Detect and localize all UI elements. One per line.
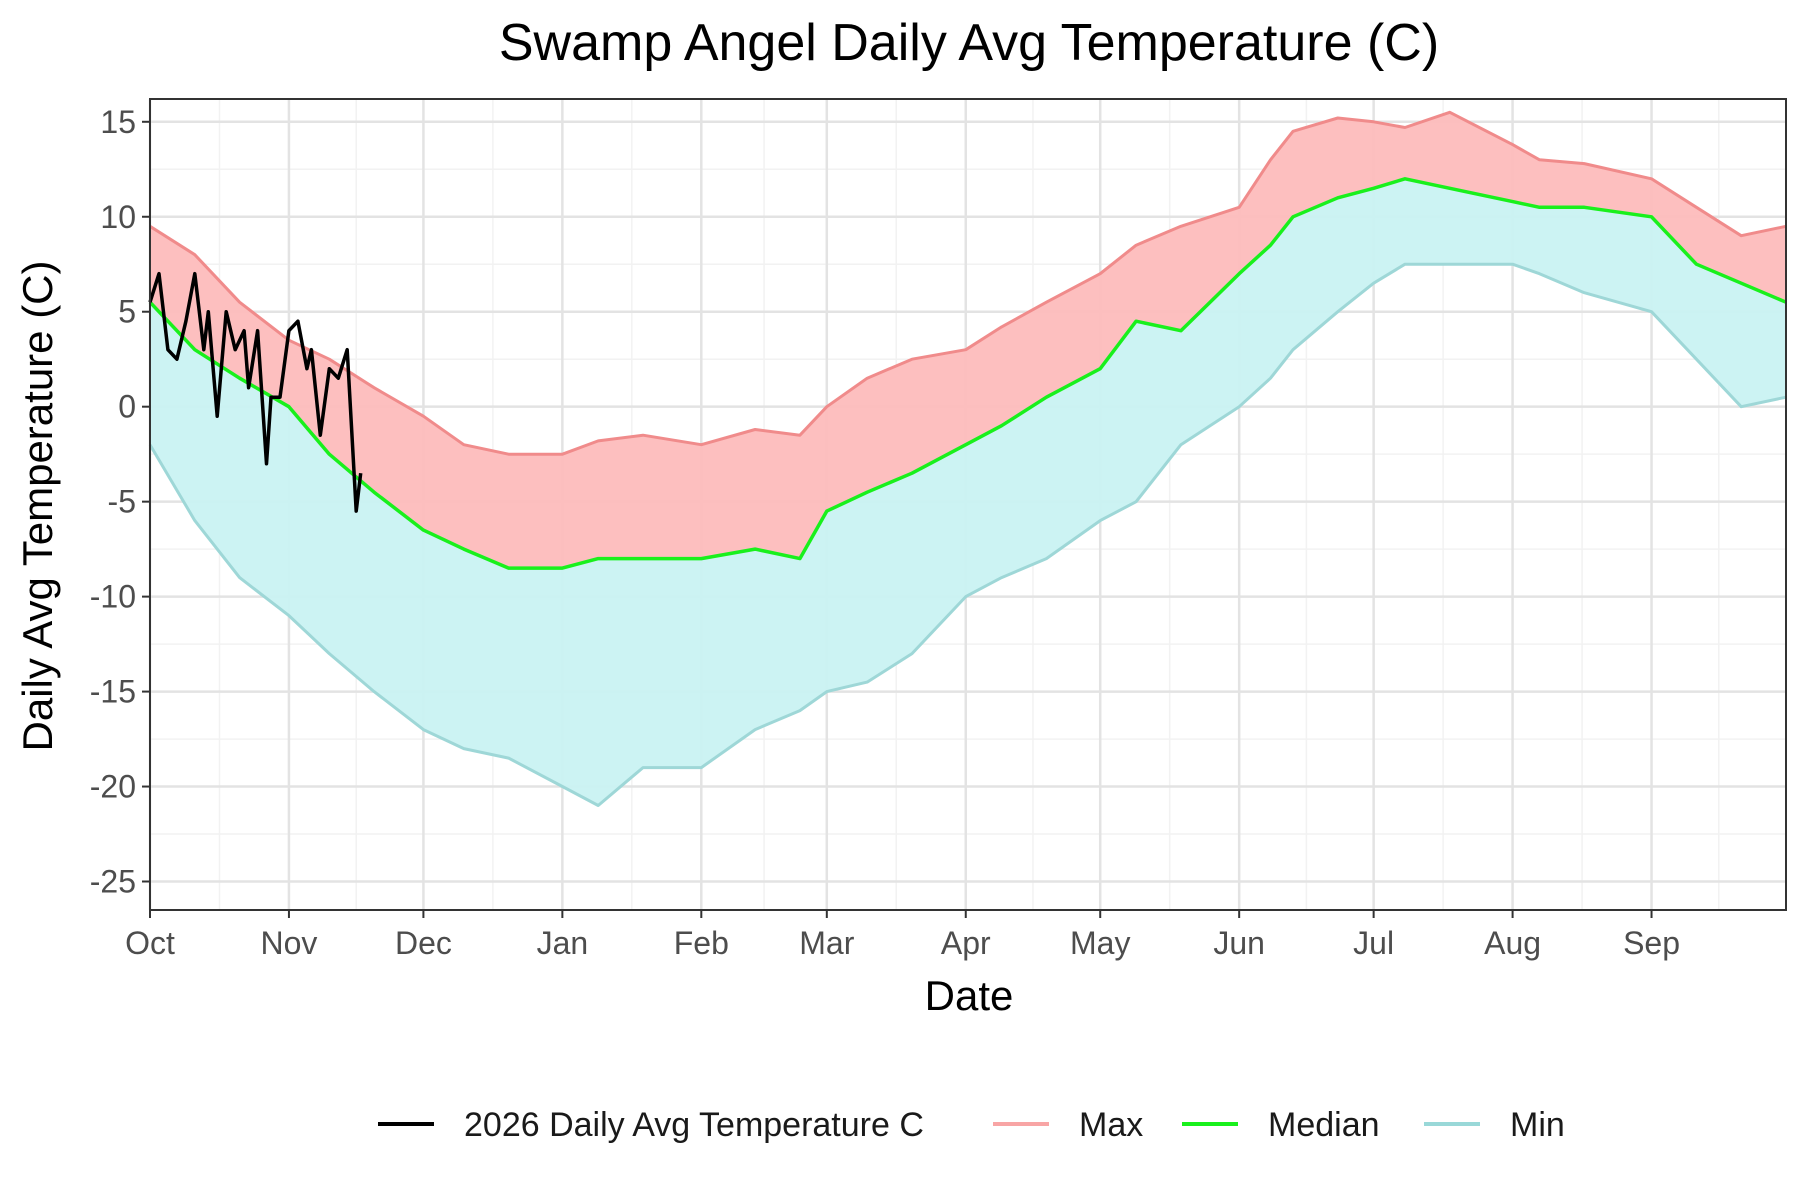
x-tick-label: Jun — [1213, 925, 1265, 961]
x-tick-label: Feb — [674, 925, 729, 961]
band-areas — [150, 112, 1786, 806]
y-tick-label: -20 — [90, 769, 136, 805]
axis-ticks: 15 10 5 0 -5 -10 -15 -20 -25 Oct Nov Dec Jan Feb Mar Ap… — [90, 104, 1680, 961]
current-year-series-line — [148, 271, 363, 513]
y-axis-title: Daily Avg Temperature (C) — [14, 261, 61, 752]
y-tick-label: 0 — [118, 389, 136, 425]
y-tick-label: -25 — [90, 864, 136, 900]
legend-label: Median — [1268, 1106, 1380, 1144]
x-tick-label: Sep — [1623, 925, 1680, 961]
x-axis-title: Date — [925, 972, 1014, 1019]
median-series-line — [148, 177, 1787, 570]
y-tick-label: 15 — [100, 104, 136, 140]
y-tick-label: -10 — [90, 579, 136, 615]
y-tick-label: 10 — [100, 199, 136, 235]
legend: 2026 Daily Avg Temperature C Max Median Min — [378, 1106, 1565, 1144]
x-tick-label: Jul — [1353, 925, 1394, 961]
legend-label: 2026 Daily Avg Temperature C — [464, 1106, 924, 1144]
y-tick-label: -5 — [108, 484, 136, 520]
x-tick-label: Dec — [395, 925, 452, 961]
min-band-area — [150, 178, 1786, 806]
x-tick-label: Nov — [260, 925, 317, 961]
x-tick-label: Apr — [941, 925, 991, 961]
x-tick-label: May — [1070, 925, 1130, 961]
x-tick-label: Mar — [799, 925, 854, 961]
plot-border — [149, 98, 1787, 911]
y-tick-label: 5 — [118, 294, 136, 330]
x-tick-label: Aug — [1484, 925, 1541, 961]
legend-label: Max — [1079, 1106, 1143, 1144]
x-tick-label: Jan — [537, 925, 589, 961]
max-series-line — [149, 110, 1787, 456]
legend-label: Min — [1510, 1106, 1565, 1144]
y-tick-label: -15 — [90, 674, 136, 710]
series-lines — [148, 110, 1787, 807]
chart-title: Swamp Angel Daily Avg Temperature (C) — [499, 14, 1439, 72]
x-tick-label: Oct — [125, 925, 175, 961]
min-series-line — [148, 262, 1787, 807]
